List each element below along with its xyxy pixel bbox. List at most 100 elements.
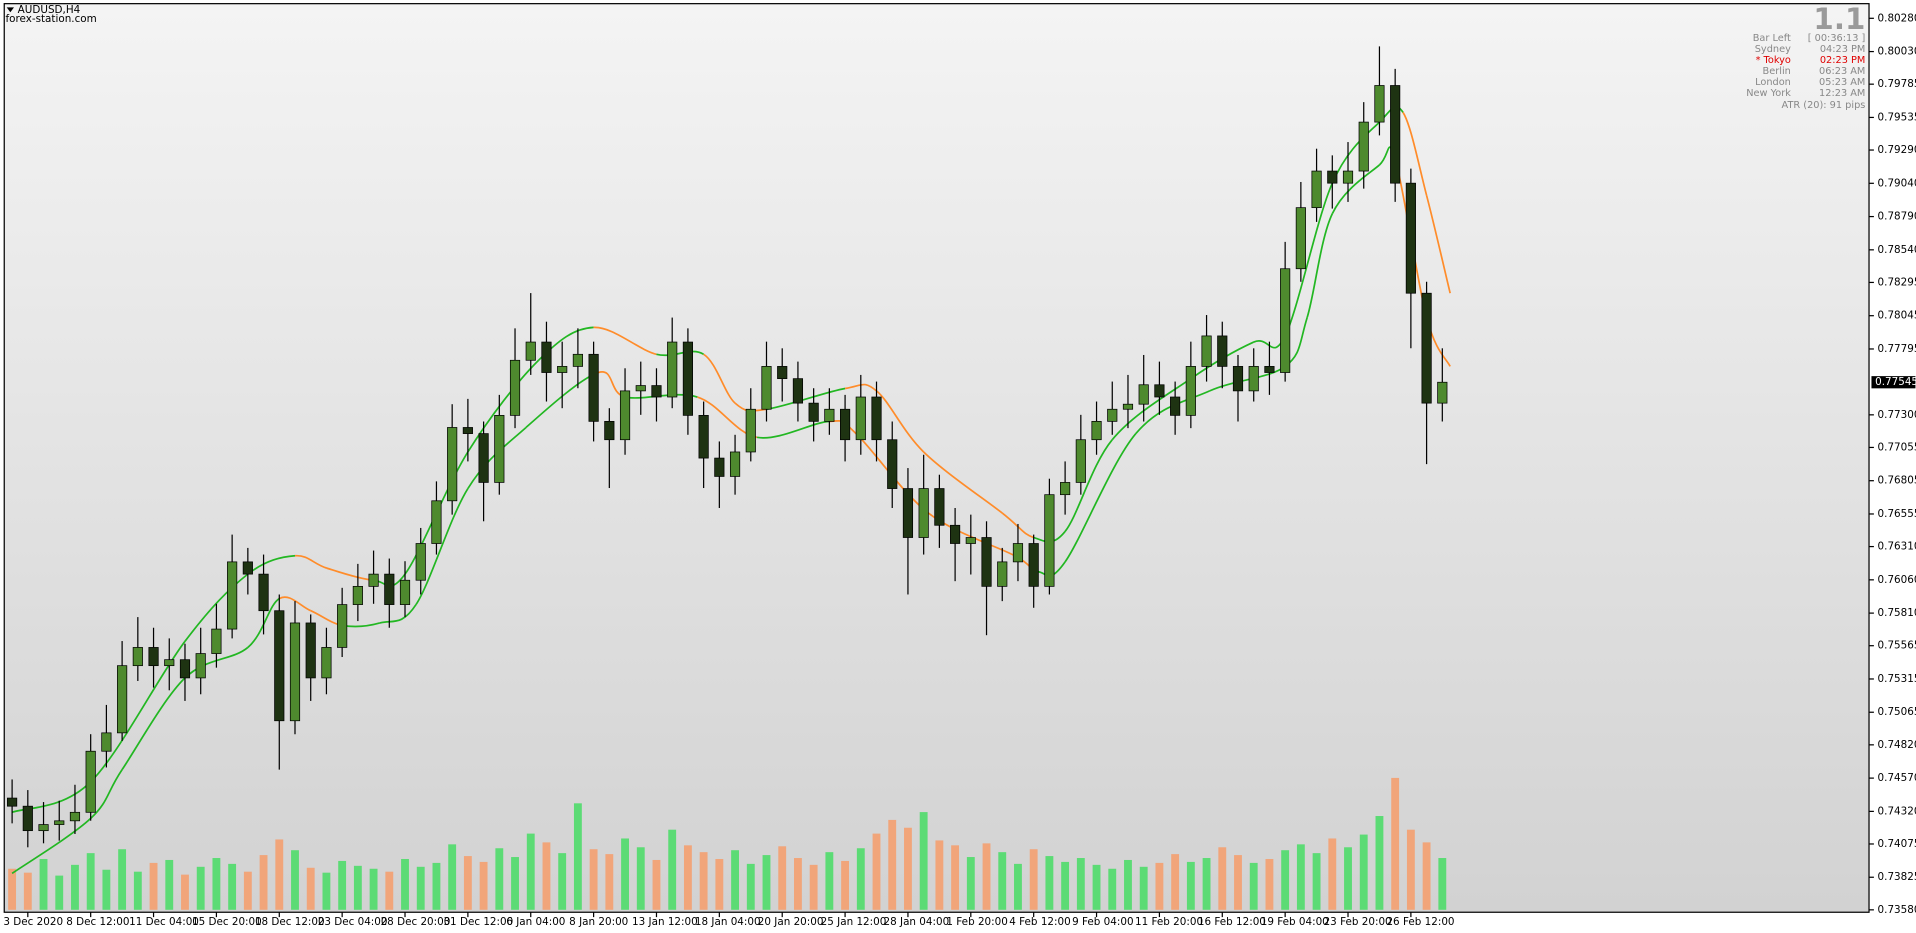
volume-bar (778, 846, 787, 910)
panel-label: Sydney (1755, 44, 1791, 55)
candle-body (179, 659, 191, 679)
candle-body (1342, 170, 1354, 184)
candle-body (101, 732, 112, 752)
volume-bar (605, 854, 614, 910)
ma-segment (467, 359, 540, 453)
candle-body (1028, 543, 1039, 587)
candle-body (1437, 381, 1448, 404)
volume-bar (1391, 777, 1400, 910)
x-tick-label: 13 Jan 12:00 (632, 916, 698, 928)
x-tick-label: 11 Dec 04:00 (129, 916, 199, 928)
volume-bar (479, 861, 488, 910)
volume-bar (935, 840, 944, 910)
volume-bar (652, 859, 661, 910)
candle-body (1185, 366, 1196, 416)
volume-bar (1422, 842, 1431, 910)
volume-bar (1296, 844, 1305, 910)
candle-body (69, 811, 81, 822)
ma-segment (184, 646, 249, 679)
ma-segment (90, 769, 123, 820)
menu-triangle[interactable] (6, 7, 15, 13)
candle-body (541, 341, 552, 373)
y-tick-label: 0.76805 (1878, 475, 1916, 487)
candle-body (1154, 384, 1165, 398)
candle-body (54, 820, 65, 825)
candle-body (1405, 182, 1416, 294)
candle-body (572, 353, 583, 367)
volume-bar (401, 858, 409, 910)
volume-bar (102, 869, 111, 910)
volume-bar (1108, 868, 1117, 910)
volume-bar (636, 847, 645, 910)
x-tick-label: 26 Feb 12:00 (1386, 916, 1454, 928)
ma-falling-segment (844, 383, 878, 392)
volume-bar (448, 844, 457, 910)
candle-body (902, 488, 914, 538)
x-tick-label: 31 Dec 12:00 (443, 916, 513, 928)
ma-segment (766, 387, 846, 411)
volume-bar (841, 860, 850, 910)
candle-body (384, 573, 395, 605)
candle-body (494, 415, 505, 483)
x-tick-label: 4 Feb 12:00 (1009, 916, 1070, 928)
volume-bar (369, 868, 378, 910)
candle-body (1295, 207, 1306, 270)
candle-body (745, 408, 756, 453)
candle-body (1264, 366, 1275, 373)
candle-body (808, 402, 819, 422)
volume-bar (1438, 858, 1447, 910)
candle-body (1122, 403, 1134, 410)
ma-segment (379, 604, 417, 624)
ma-segment (11, 817, 92, 875)
volume-bar (1202, 858, 1211, 910)
y-tick-label: 0.75065 (1878, 706, 1916, 718)
volume-bar (1045, 856, 1054, 910)
volume-bar (1234, 855, 1242, 910)
volume-bar (275, 839, 284, 910)
x-tick-label: 23 Dec 04:00 (318, 916, 388, 928)
candle-body (950, 524, 961, 544)
y-tick-label: 0.74075 (1878, 838, 1916, 850)
volume-bar (181, 874, 189, 910)
ma-falling-segment (1001, 512, 1034, 539)
candle-body (132, 647, 143, 667)
ma-segment (415, 488, 469, 606)
volume-bar (668, 829, 677, 910)
x-tick-label: 25 Jan 12:00 (821, 916, 887, 928)
panel-footer: ATR (20): 91 pips (1782, 100, 1866, 111)
volume-bar (872, 833, 881, 910)
ma-segment (656, 350, 705, 357)
candle-body (1248, 366, 1259, 392)
candle-body (682, 341, 693, 416)
candle-body (887, 439, 898, 489)
volume-bar (888, 819, 897, 910)
candle-body (1201, 335, 1212, 367)
candle-body (1044, 494, 1055, 587)
chart-title: AUDUSD,H4 (18, 4, 81, 16)
candle-body (824, 408, 835, 422)
ma-falling-segment (294, 554, 327, 569)
panel-value: 02:23 PM (1820, 55, 1866, 66)
candle-body (604, 420, 615, 441)
price-marker-box (1871, 376, 1916, 389)
candle-body (431, 500, 442, 544)
volume-bar (306, 867, 315, 910)
candle-body (164, 659, 175, 667)
volume-bar (165, 859, 174, 910)
candle-body (997, 561, 1008, 587)
panel-value: 04:23 PM (1820, 44, 1866, 55)
panel-label: New York (1746, 88, 1791, 99)
candle-body (1327, 170, 1338, 184)
candle-body (305, 622, 316, 679)
panel-label: Bar Left (1753, 33, 1791, 44)
candle-body (1358, 121, 1369, 172)
volume-bar (1359, 834, 1368, 910)
candle-body (667, 341, 678, 398)
volume-bar (1328, 838, 1337, 910)
candle-body (148, 647, 159, 667)
volume-bar (1092, 864, 1101, 910)
candle-body (447, 427, 458, 502)
